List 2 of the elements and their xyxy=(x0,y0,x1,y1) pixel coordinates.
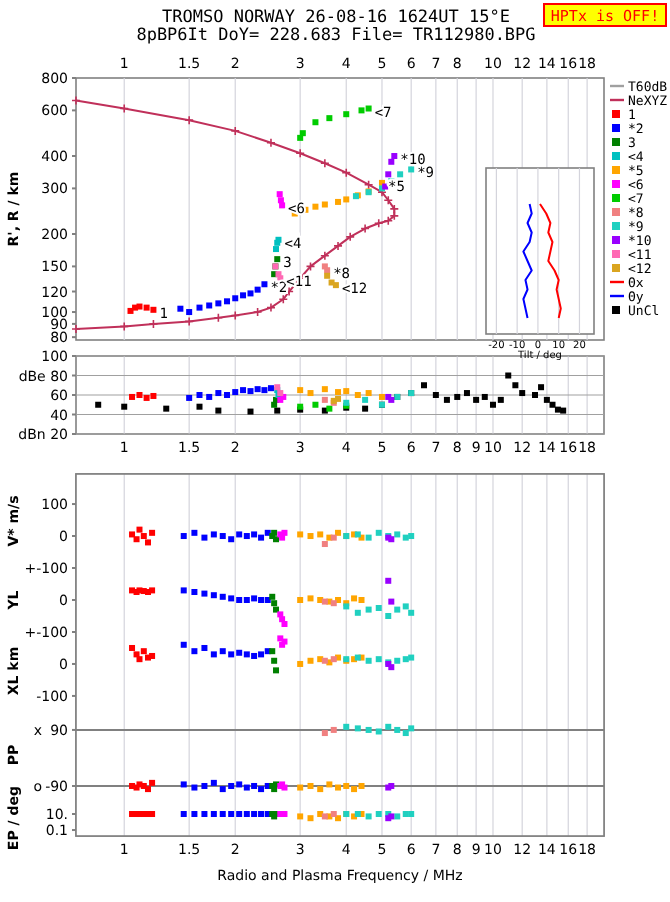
chart-title: TROMSO NORWAY 26-08-16 1624UT 15°E xyxy=(162,8,510,28)
chart-subtitle: 8pBP6It DoY= 228.683 File= TR112980.BPG xyxy=(136,26,536,46)
